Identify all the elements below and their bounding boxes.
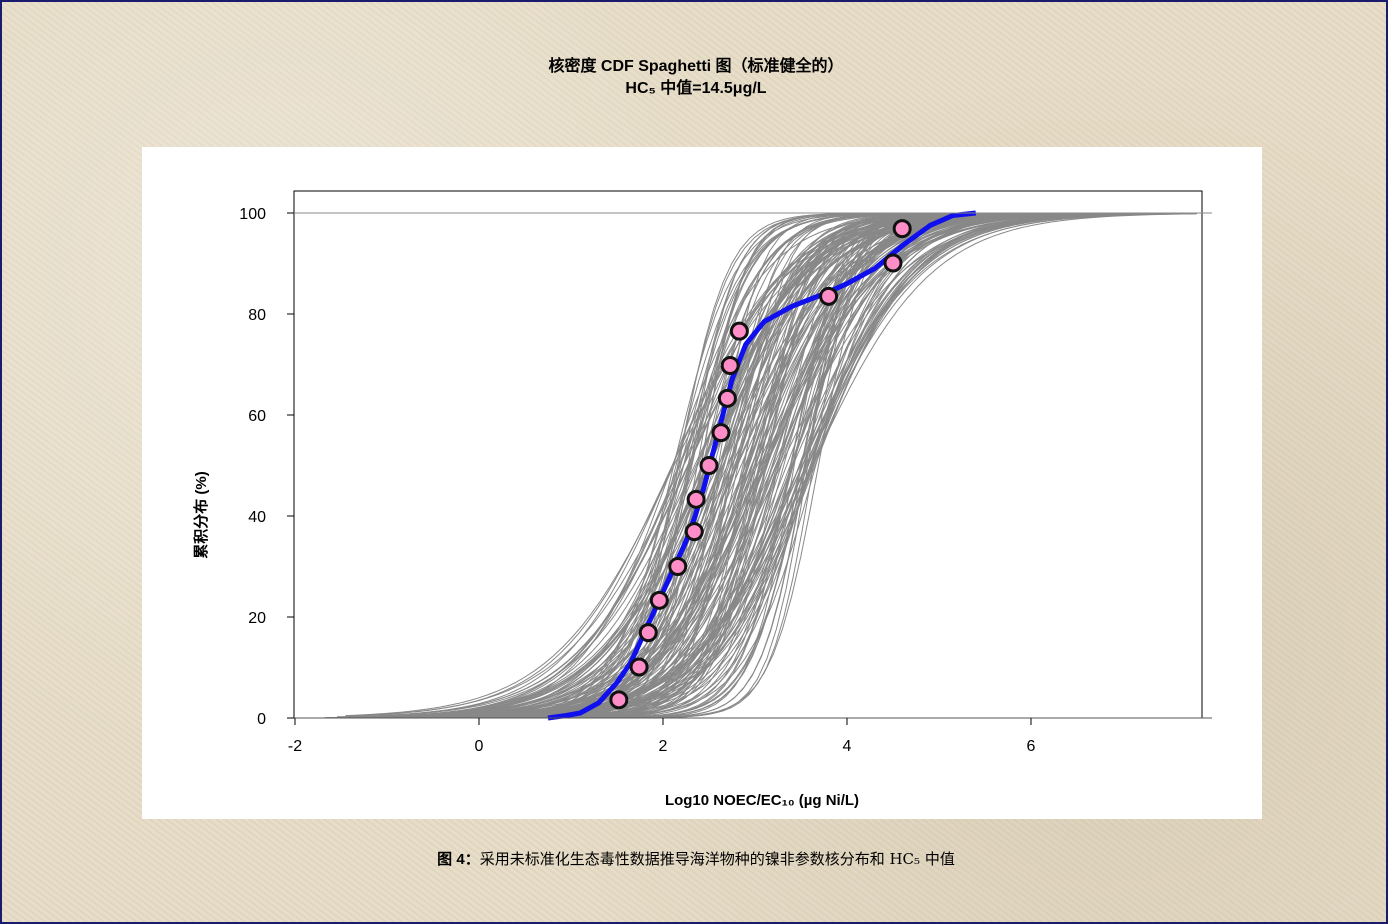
spaghetti-line (367, 212, 1197, 719)
data-point (720, 356, 740, 376)
spaghetti-line (421, 212, 1197, 719)
data-point (729, 321, 749, 341)
spaghetti-line (400, 212, 1197, 717)
spaghetti-line (398, 212, 1197, 719)
median-curve (547, 210, 977, 721)
data-point (684, 522, 704, 542)
spaghetti-line (399, 212, 1197, 719)
data-point (668, 557, 688, 576)
spaghetti-line (367, 212, 1197, 719)
y-tick-label: 0 (257, 711, 266, 728)
figure-caption: 图 4：采用未标准化生态毒性数据推导海洋物种的镍非参数核分布和 HC₅ 中值 (2, 848, 1388, 869)
data-point (717, 388, 737, 408)
data-point (638, 623, 658, 643)
data-point (629, 657, 649, 677)
x-tick-label: 6 (1027, 738, 1036, 755)
y-tick-label: 40 (248, 509, 266, 526)
spaghetti-line (398, 212, 1197, 719)
spaghetti-line (398, 212, 1197, 719)
data-point (686, 489, 706, 509)
spaghetti-line (397, 213, 1197, 719)
spaghetti-line (399, 212, 1197, 717)
spaghetti-line (398, 212, 1197, 719)
x-tick-label: -2 (288, 738, 302, 755)
caption-label: 图 4 (437, 851, 465, 868)
x-tick-label: 0 (475, 738, 484, 755)
data-point (609, 690, 629, 710)
y-tick-label: 60 (248, 408, 266, 425)
spaghetti-line (345, 212, 1197, 719)
median-curve-group (547, 210, 977, 721)
data-points (609, 219, 912, 710)
data-point (711, 423, 731, 443)
spaghetti-line (346, 212, 1197, 717)
caption-text: 采用未标准化生态毒性数据推导海洋物种的镍非参数核分布和 HC₅ 中值 (479, 850, 955, 868)
chart-title: 核密度 CDF Spaghetti 图（标准健全的） (548, 58, 844, 75)
x-tick-label: 2 (659, 738, 668, 755)
spaghetti-line (421, 212, 1197, 718)
data-point (649, 590, 669, 610)
y-tick-label: 20 (248, 610, 266, 627)
data-point (699, 456, 719, 475)
plot-panel: -2 0 2 4 6 0 20 40 60 80 100 累积分布 (%) Log10 NOEC/E… (142, 147, 1262, 819)
data-point (892, 219, 912, 239)
data-point (883, 253, 903, 273)
chart-subtitle: HC₅ 中值=14.5μg/L (625, 80, 767, 97)
x-tick-label: 4 (843, 738, 852, 755)
spaghetti-lines (323, 212, 1197, 719)
spaghetti-line (398, 212, 1197, 719)
spaghetti-line (346, 212, 1197, 719)
y-tick-label: 80 (248, 307, 266, 324)
y-axis-label: 累积分布 (%) (192, 471, 210, 559)
data-point (819, 286, 839, 306)
x-axis-label: Log10 NOEC/EC₁₀ (µg Ni/L) (665, 792, 859, 809)
caption-separator: ： (464, 851, 480, 868)
y-tick-label: 100 (239, 206, 266, 223)
spaghetti-line (345, 212, 1197, 719)
